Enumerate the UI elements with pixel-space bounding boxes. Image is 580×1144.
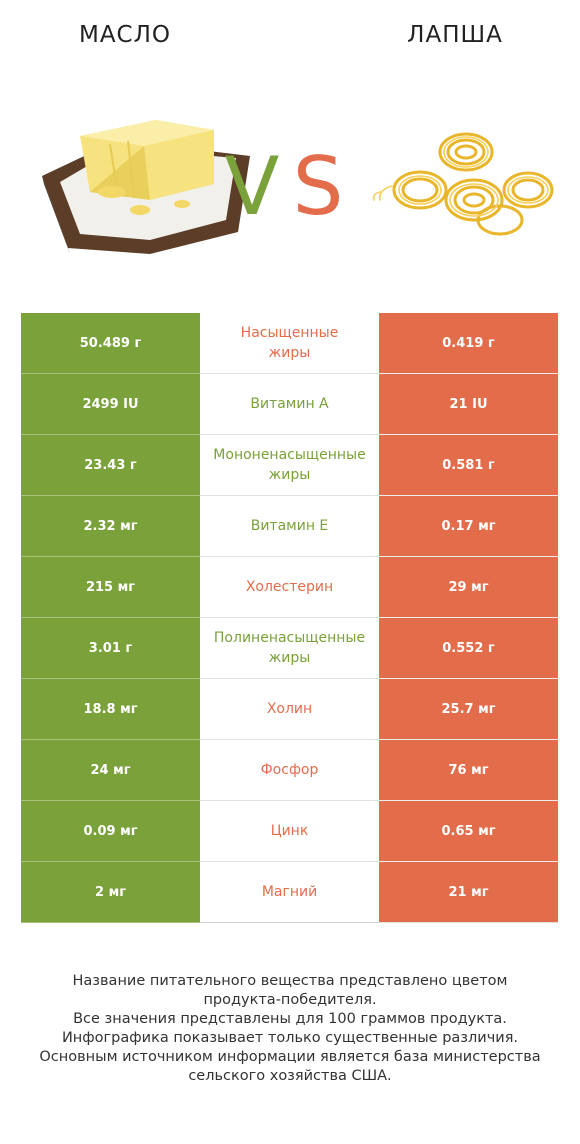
footer-line: Инфографика показывает только существенн… <box>61 1030 519 1046</box>
footer-line: Основным источником информации является … <box>39 1049 541 1065</box>
nutrient-name: Холестерин <box>245 579 334 595</box>
row-divider <box>21 922 200 923</box>
nutrient-name: Насыщенные жиры <box>240 325 339 361</box>
table-row: 24 мг Фосфор 76 мг <box>21 740 558 801</box>
table-row: 50.489 г Насыщенные жиры 0.419 г <box>21 313 558 374</box>
right-value: 0.552 г <box>379 618 558 678</box>
row-divider <box>379 800 558 801</box>
nutrient-name: Фосфор <box>260 762 319 778</box>
row-divider <box>21 800 200 801</box>
right-value: 0.581 г <box>379 435 558 495</box>
row-divider <box>21 373 200 374</box>
footer-notes: Название питательного вещества представл… <box>30 972 550 1086</box>
row-divider <box>21 556 200 557</box>
row-divider <box>21 861 200 862</box>
nutrient-name: Витамин A <box>250 396 329 412</box>
footer-line: Название питательного вещества представл… <box>72 973 508 989</box>
table-row: 0.09 мг Цинк 0.65 мг <box>21 801 558 862</box>
row-divider <box>21 678 200 679</box>
table-row: 2499 IU Витамин A 21 IU <box>21 374 558 435</box>
row-divider <box>379 373 558 374</box>
row-divider <box>21 617 200 618</box>
right-value: 0.419 г <box>379 313 558 373</box>
left-value: 24 мг <box>21 740 200 801</box>
row-divider <box>379 861 558 862</box>
row-divider <box>379 434 558 435</box>
left-product-title: МАСЛО <box>78 22 172 48</box>
row-divider <box>379 617 558 618</box>
footer-line: Все значения представлены для 100 граммо… <box>73 1011 507 1027</box>
right-product-title: ЛАПША <box>407 22 503 48</box>
row-divider <box>21 495 200 496</box>
row-divider <box>379 739 558 740</box>
table-row: 3.01 г Полиненасыщенные жиры 0.552 г <box>21 618 558 679</box>
left-value: 23.43 г <box>21 435 200 496</box>
right-value: 21 мг <box>379 862 558 922</box>
left-value: 215 мг <box>21 557 200 618</box>
nutrient-name: Витамин E <box>250 518 329 534</box>
nutrient-name: Холин <box>266 701 313 717</box>
right-value: 21 IU <box>379 374 558 434</box>
row-divider <box>379 678 558 679</box>
vs-v: V <box>225 140 280 233</box>
table-row: 2.32 мг Витамин E 0.17 мг <box>21 496 558 557</box>
right-value: 0.17 мг <box>379 496 558 556</box>
right-value: 25.7 мг <box>379 679 558 739</box>
noodles-image <box>372 132 554 236</box>
vs-s: S <box>293 140 344 233</box>
left-value: 2 мг <box>21 862 200 923</box>
nutrient-name: Цинк <box>270 823 309 839</box>
table-row: 215 мг Холестерин 29 мг <box>21 557 558 618</box>
left-value: 2499 IU <box>21 374 200 435</box>
nutrient-name: Мононенасыщенные жиры <box>213 447 366 483</box>
nutrient-name: Полиненасыщенные жиры <box>213 630 366 666</box>
right-value: 0.65 мг <box>379 801 558 861</box>
row-divider <box>379 556 558 557</box>
row-divider <box>21 434 200 435</box>
footer-line: продукта-победителя. <box>203 992 377 1008</box>
left-value: 0.09 мг <box>21 801 200 862</box>
row-divider <box>379 922 558 923</box>
table-row: 18.8 мг Холин 25.7 мг <box>21 679 558 740</box>
right-value: 29 мг <box>379 557 558 617</box>
row-divider <box>379 495 558 496</box>
left-value: 3.01 г <box>21 618 200 679</box>
row-divider <box>21 739 200 740</box>
left-value: 18.8 мг <box>21 679 200 740</box>
right-value: 76 мг <box>379 740 558 800</box>
hero-images: V S <box>42 120 554 254</box>
left-value: 50.489 г <box>21 313 200 374</box>
nutrient-name: Магний <box>261 884 318 900</box>
table-row: 23.43 г Мононенасыщенные жиры 0.581 г <box>21 435 558 496</box>
footer-line: сельского хозяйства США. <box>188 1068 392 1084</box>
left-value: 2.32 мг <box>21 496 200 557</box>
table-row: 2 мг Магний 21 мг <box>21 862 558 923</box>
comparison-table: 50.489 г Насыщенные жиры 0.419 г 2499 IU Вит… <box>21 313 558 923</box>
butter-image <box>42 120 250 254</box>
